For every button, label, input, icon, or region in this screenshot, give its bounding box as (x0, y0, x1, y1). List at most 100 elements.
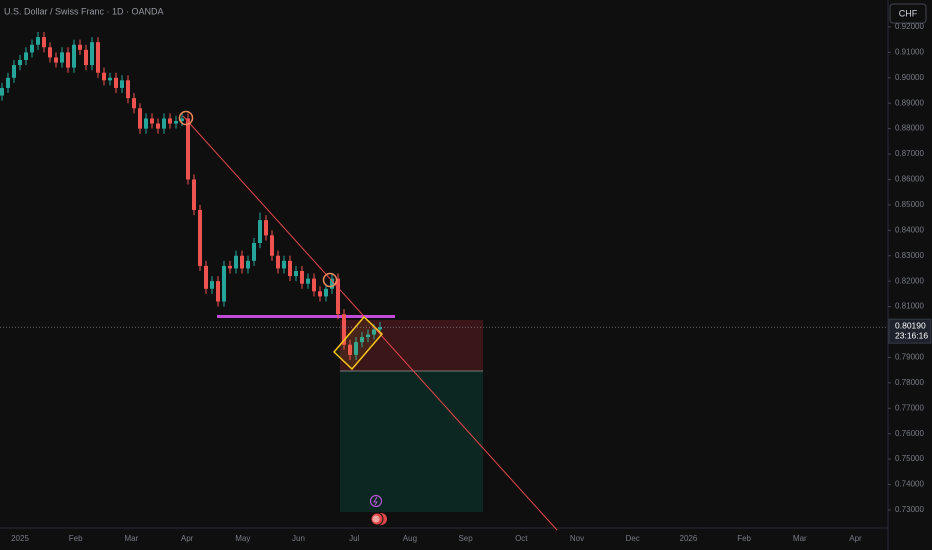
candle-body (84, 49, 88, 66)
candle-body (30, 44, 34, 53)
candle-body (318, 291, 322, 297)
candle-body (138, 108, 142, 129)
candle-body (36, 37, 40, 45)
candle-body (6, 77, 10, 88)
drawings (217, 315, 483, 512)
y-tick-label: 0.82000 (895, 276, 924, 285)
candle-body (336, 278, 340, 315)
candle-body (228, 265, 232, 269)
y-tick-label: 0.74000 (895, 480, 924, 489)
x-tick-label: Apr (849, 534, 862, 543)
y-tick-label: 0.90000 (895, 73, 924, 82)
candle-body (312, 278, 316, 292)
y-tick-label: 0.87000 (895, 149, 924, 158)
x-tick-label: Mar (125, 534, 139, 543)
candle-body (18, 59, 22, 66)
candle-body (210, 281, 214, 289)
x-tick-label: Aug (403, 534, 417, 543)
countdown: 23:16:16 (895, 330, 928, 340)
y-tick-label: 0.81000 (895, 302, 924, 311)
candle-body (366, 334, 370, 338)
candle-body (120, 80, 124, 88)
candle-body (342, 314, 346, 345)
y-tick-label: 0.88000 (895, 124, 924, 133)
touch-circle (322, 272, 338, 288)
candle-body (348, 344, 352, 355)
y-tick-label: 0.89000 (895, 98, 924, 107)
y-tick-label: 0.78000 (895, 378, 924, 387)
candle-body (192, 179, 196, 210)
last-price-box (888, 318, 932, 344)
overlay (178, 110, 558, 531)
candle-body (252, 243, 256, 261)
event-icon-glyph (372, 515, 380, 523)
candle-body (324, 288, 328, 297)
y-tick-label: 0.85000 (895, 200, 924, 209)
candle-body (162, 118, 166, 129)
y-tick-label: 0.92000 (895, 22, 924, 31)
candle-body (300, 270, 304, 284)
support-line (217, 315, 395, 318)
x-tick-label: Mar (793, 534, 807, 543)
candle-body (282, 260, 286, 269)
candle-body (378, 327, 382, 330)
candle-body (0, 87, 4, 96)
y-tick-label: 0.84000 (895, 225, 924, 234)
candle-body (12, 65, 16, 78)
x-tick-label: Dec (626, 534, 640, 543)
candle-body (72, 44, 76, 68)
candle-body (48, 47, 52, 58)
candle-body (306, 278, 310, 284)
candle-body (42, 37, 46, 48)
candle-body (180, 118, 184, 122)
x-tick-label: May (235, 534, 250, 543)
y-tick-label: 0.76000 (895, 429, 924, 438)
currency-label[interactable]: CHF (899, 8, 918, 18)
event-icon[interactable] (369, 494, 383, 508)
currency-button[interactable] (889, 3, 927, 24)
candle-body (102, 72, 106, 81)
candle-body (234, 255, 238, 269)
candle-body (198, 209, 202, 266)
candle-body (54, 57, 58, 63)
stop-zone (340, 320, 483, 371)
candle-body (144, 118, 148, 129)
candle-body (60, 52, 64, 63)
chart-title: U.S. Dollar / Swiss Franc · 1D · OANDA (4, 6, 164, 16)
candle-body (66, 52, 70, 68)
y-tick-label: 0.79000 (895, 353, 924, 362)
y-tick-label: 0.73000 (895, 505, 924, 514)
candle-body (24, 52, 28, 60)
candle-body (240, 255, 244, 269)
x-tick-label: Oct (515, 534, 528, 543)
x-tick-label: Feb (69, 534, 83, 543)
flag-channel (332, 315, 384, 371)
candle-body (270, 235, 274, 256)
x-tick-label: 2025 (11, 534, 29, 543)
candle-body (90, 42, 94, 66)
candle-body (96, 42, 100, 73)
x-tick-label: Jun (292, 534, 305, 543)
candle-body (174, 121, 178, 124)
last-price-label: 0.80190 (895, 320, 926, 330)
candle-body (294, 270, 298, 277)
candle-body (360, 337, 364, 343)
y-tick-label: 0.83000 (895, 251, 924, 260)
candle-body (264, 220, 268, 236)
y-tick-label: 0.75000 (895, 454, 924, 463)
y-tick-label: 0.91000 (895, 47, 924, 56)
candle-body (168, 118, 172, 124)
candle-body (126, 80, 130, 99)
x-tick-label: Sep (458, 534, 473, 543)
candle-body (222, 265, 226, 302)
candle-body (354, 342, 358, 355)
candle-body (372, 329, 376, 335)
event-icon-glyph (373, 496, 378, 506)
touch-circle (178, 110, 194, 126)
candle-body (288, 260, 292, 277)
x-tick-label: Apr (181, 534, 194, 543)
candle-body (114, 77, 118, 88)
candles (0, 32, 382, 360)
candle-body (216, 281, 220, 302)
